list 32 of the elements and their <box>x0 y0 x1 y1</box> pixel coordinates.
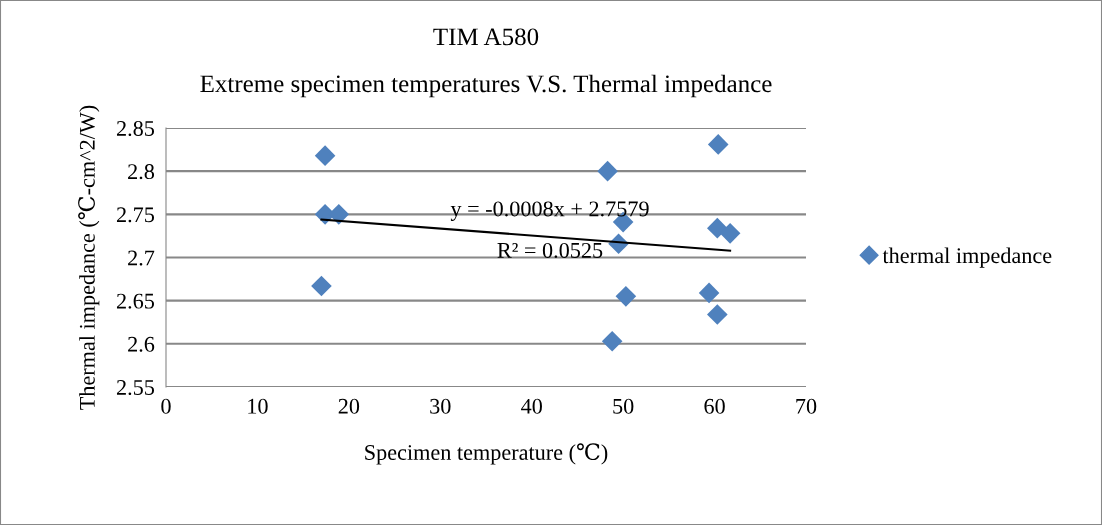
y-tick-label: 2.65 <box>116 293 155 309</box>
y-axis-title: Thermal impedance (℃-cm^2/W) <box>78 105 100 410</box>
annotation: y = -0.0008x + 2.7579 <box>450 201 649 221</box>
annotation: R² = 0.0525 <box>497 242 603 258</box>
x-tick-label: 60 <box>704 398 725 414</box>
point <box>314 145 336 166</box>
y-tick-label: 2.55 <box>116 379 155 396</box>
point <box>719 223 741 244</box>
point <box>698 282 720 304</box>
point <box>311 275 332 297</box>
point <box>615 286 637 307</box>
chart-subtitle: Extreme specimen temperatures V.S. Thermal impedance <box>200 74 772 98</box>
point <box>707 304 728 325</box>
x-tick-label: 40 <box>521 398 542 414</box>
point <box>597 160 618 182</box>
legend-label: thermal impedance <box>882 247 1052 268</box>
y-tick-label: 2.85 <box>116 120 155 137</box>
x-tick-label: 70 <box>796 398 817 414</box>
x-tick-label: 0 <box>161 398 171 414</box>
y-tick-label: 2.6 <box>128 336 155 352</box>
y-tick-label: 2.8 <box>128 164 155 180</box>
y-tick-label: 2.75 <box>116 207 155 223</box>
point <box>707 134 729 155</box>
y-tick-label: 2.7 <box>128 250 155 266</box>
x-tick-label: 20 <box>338 398 360 414</box>
x-tick-label: 30 <box>430 398 451 414</box>
chart-title: TIM A580 <box>433 28 539 46</box>
x-axis-title: Specimen temperature (℃) <box>365 443 608 465</box>
x-tick-label: 50 <box>613 398 634 414</box>
x-tick-label: 10 <box>248 398 268 414</box>
point <box>707 217 728 239</box>
point <box>601 330 623 352</box>
